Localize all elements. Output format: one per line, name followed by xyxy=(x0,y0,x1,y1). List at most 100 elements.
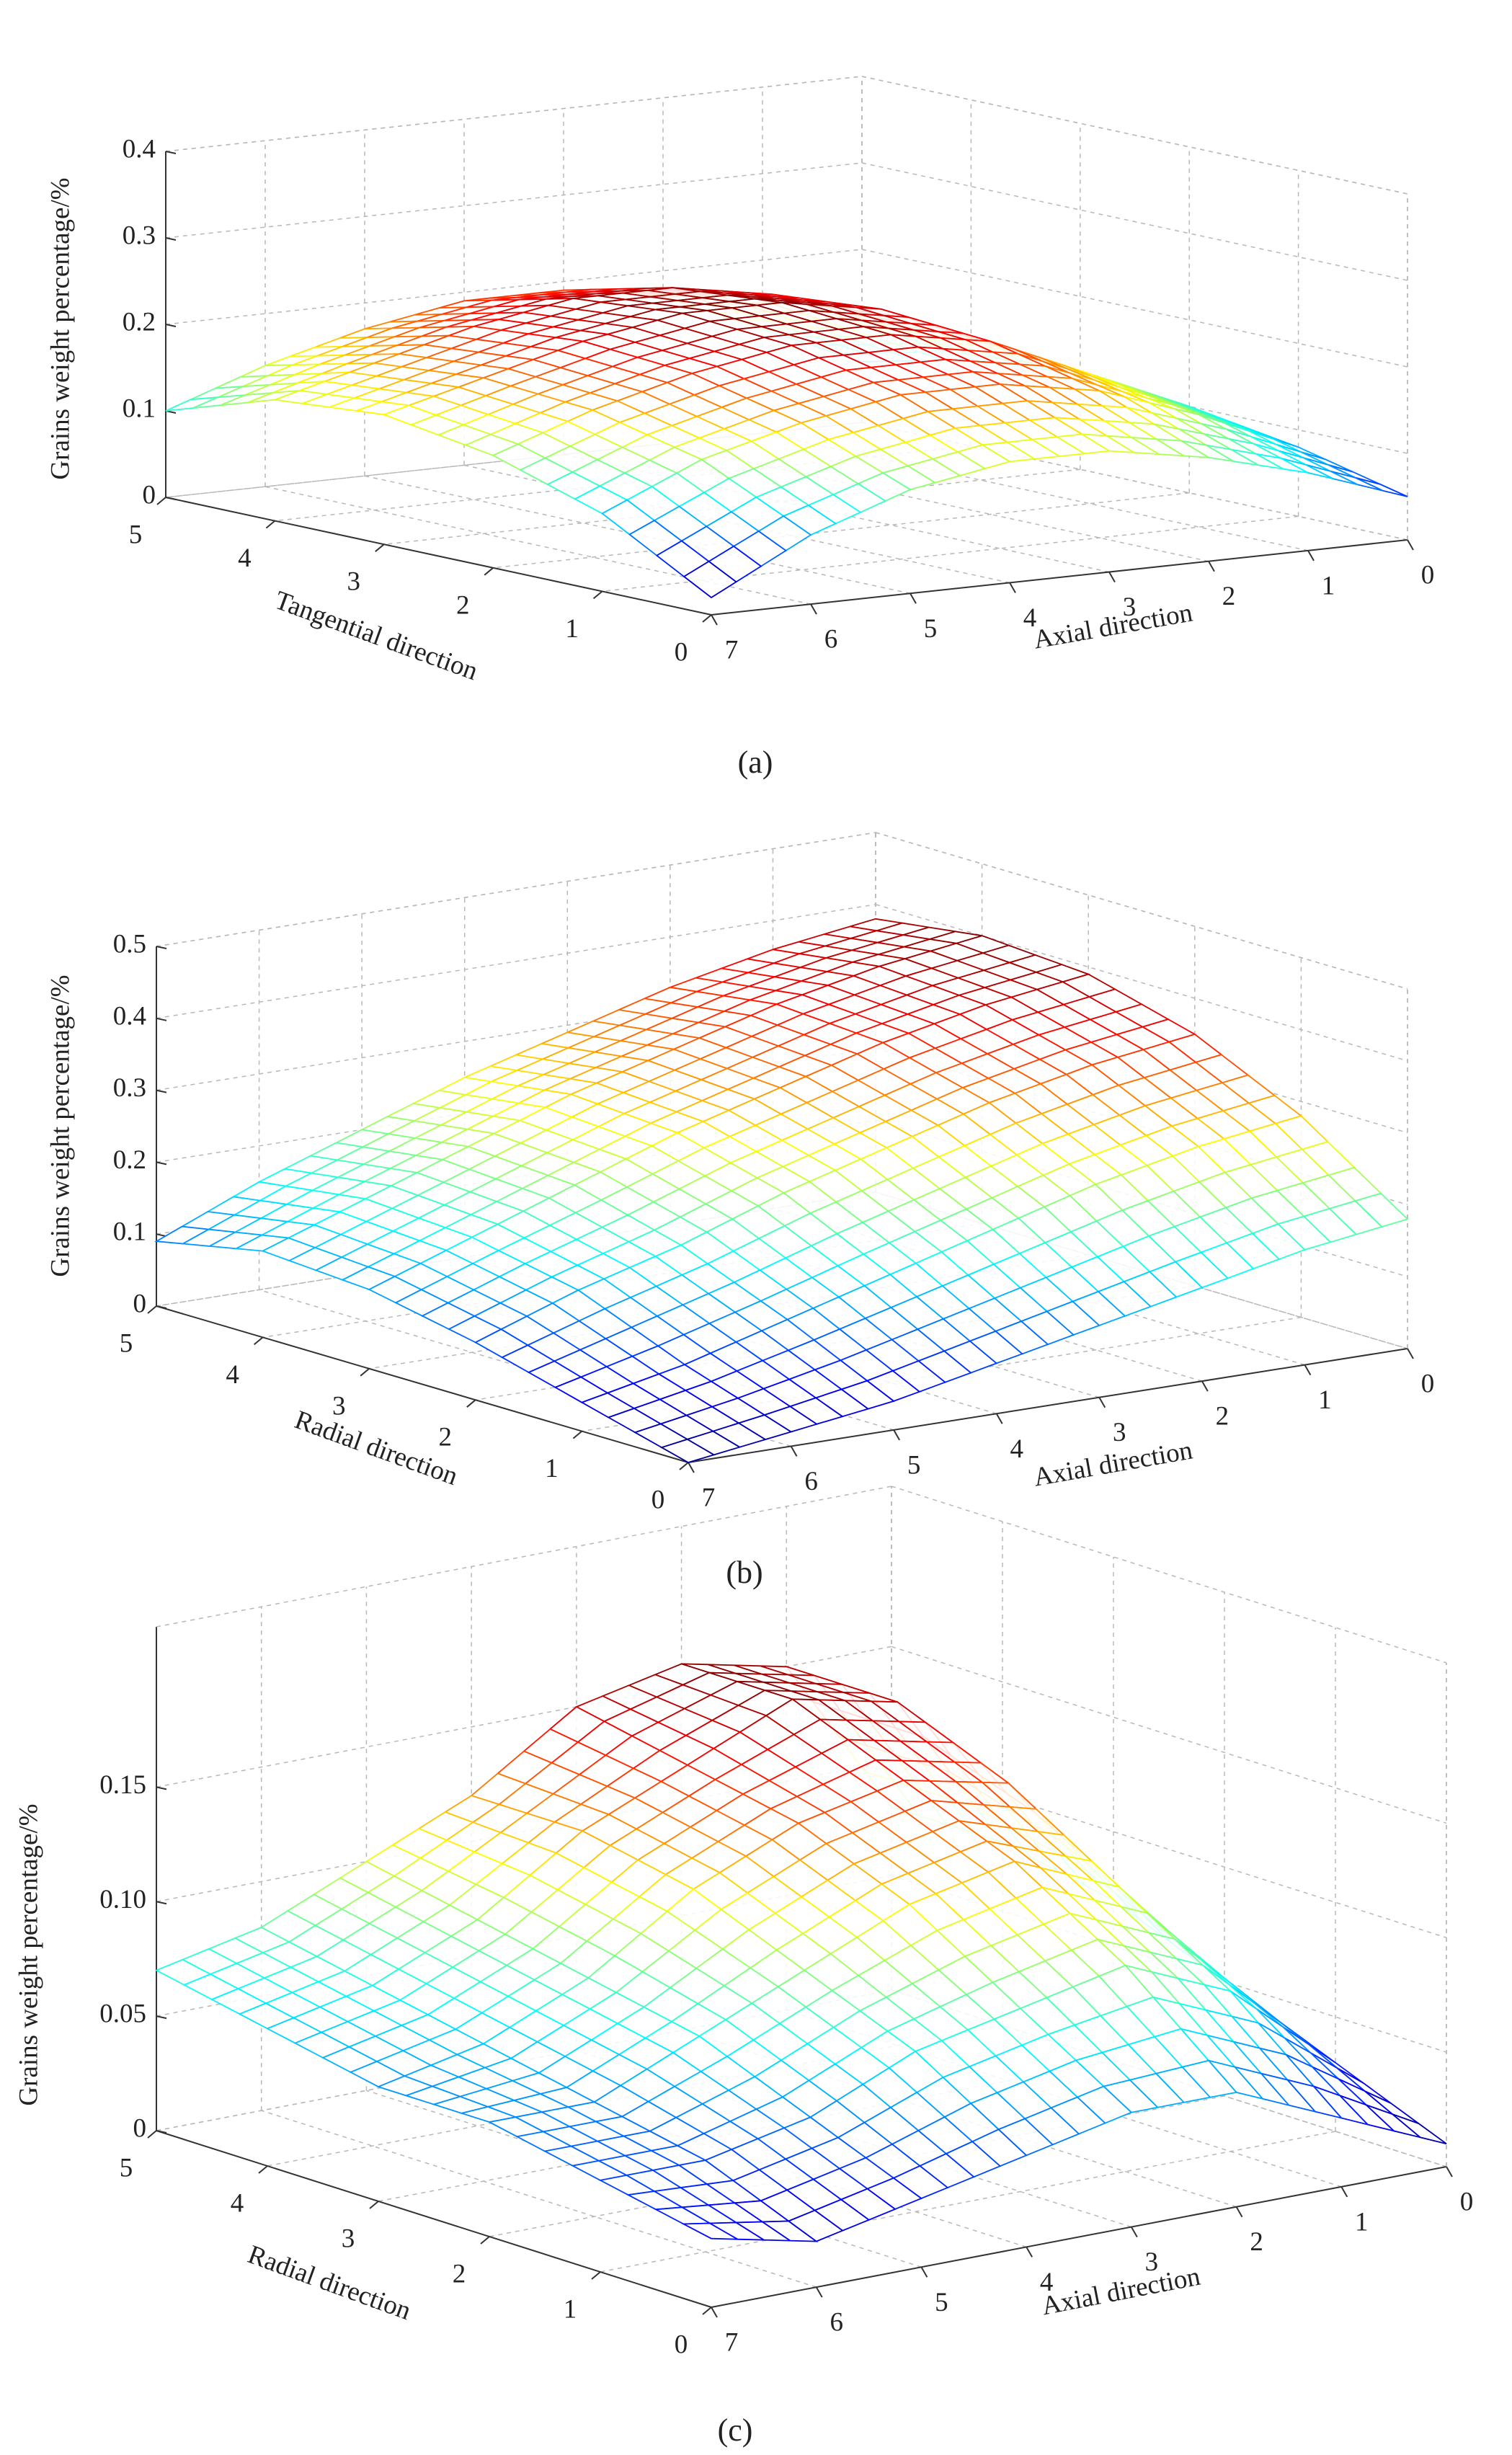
z-tick-label: 0.1 xyxy=(113,1217,146,1247)
grid-line xyxy=(156,904,876,1019)
z-axis-label: Grains weight percentage/% xyxy=(45,975,75,1277)
x-tick xyxy=(711,614,718,626)
z-tick xyxy=(165,324,177,327)
y-axis-label: Radial direction xyxy=(244,2239,415,2326)
y-tick-label: 0 xyxy=(675,2330,688,2359)
x-axis-label: Axial direction xyxy=(1031,598,1195,654)
x-tick xyxy=(1009,582,1016,593)
x-tick xyxy=(910,592,917,604)
z-tick xyxy=(165,497,177,500)
y-axis-label: Tangential direction xyxy=(271,585,482,686)
axis-edge xyxy=(165,497,712,616)
x-tick-label: 5 xyxy=(907,1450,921,1480)
y-tick xyxy=(253,1336,264,1346)
grid-line xyxy=(875,904,1408,1062)
y-tick xyxy=(375,543,385,552)
x-tick-label: 7 xyxy=(725,635,739,665)
y-tick-label: 5 xyxy=(120,2153,133,2183)
x-tick-label: 3 xyxy=(1123,592,1137,622)
grid-line xyxy=(366,2090,922,2268)
x-tick xyxy=(1130,2227,1138,2238)
x-tick xyxy=(1340,2186,1348,2198)
y-tick xyxy=(702,2307,712,2315)
x-tick-label: 2 xyxy=(1222,582,1236,611)
y-tick xyxy=(147,2130,157,2139)
x-axis-label: Axial direction xyxy=(1039,2262,1203,2322)
x-tick-label: 6 xyxy=(830,2308,843,2338)
x-tick xyxy=(688,1462,695,1473)
y-tick-label: 4 xyxy=(231,2188,244,2218)
axis-edge xyxy=(711,539,1408,616)
x-tick-label: 3 xyxy=(1113,1418,1126,1447)
y-tick-label: 2 xyxy=(453,2259,466,2288)
y-tick xyxy=(480,2236,490,2245)
x-tick xyxy=(1201,1380,1209,1392)
caption: (b) xyxy=(726,1555,762,1590)
axis-edge xyxy=(165,76,863,152)
z-tick-label: 0 xyxy=(133,2113,147,2143)
z-tick xyxy=(156,1161,167,1166)
x-tick xyxy=(1446,2166,1453,2177)
axis-edge xyxy=(156,1486,892,1628)
y-tick xyxy=(265,520,276,529)
z-tick xyxy=(156,1017,167,1021)
y-tick-label: 0 xyxy=(652,1485,665,1514)
z-tick xyxy=(156,1786,167,1790)
z-tick-label: 0.2 xyxy=(123,307,156,337)
x-tick-label: 0 xyxy=(1421,560,1435,590)
caption: (c) xyxy=(718,2412,753,2448)
y-tick xyxy=(572,1430,583,1439)
x-tick-label: 0 xyxy=(1421,1369,1435,1398)
y-tick-label: 5 xyxy=(129,520,143,549)
x-tick xyxy=(1108,572,1116,583)
grid-line xyxy=(861,422,1408,541)
y-tick-label: 1 xyxy=(565,614,579,644)
x-tick-label: 2 xyxy=(1250,2227,1263,2257)
grid-line xyxy=(861,249,1408,368)
y-tick-label: 4 xyxy=(226,1360,239,1390)
surface-cell xyxy=(1355,476,1408,497)
x-tick-label: 1 xyxy=(1355,2207,1369,2237)
axis-edge xyxy=(711,2166,1447,2308)
y-tick xyxy=(147,1305,157,1314)
y-tick-label: 0 xyxy=(675,637,688,667)
y-axis-label: Radial direction xyxy=(291,1405,462,1491)
y-tick xyxy=(592,590,603,600)
y-tick xyxy=(679,1462,689,1470)
z-tick-label: 0 xyxy=(133,1289,147,1318)
grid-line xyxy=(493,492,1190,569)
grid-line xyxy=(165,162,863,239)
z-tick-label: 0.5 xyxy=(113,929,146,959)
x-tick xyxy=(995,1413,1003,1424)
z-tick xyxy=(156,946,167,949)
x-tick xyxy=(1407,539,1414,551)
y-tick xyxy=(702,614,712,623)
x-tick-label: 3 xyxy=(1145,2247,1159,2277)
y-tick xyxy=(591,2271,601,2280)
axis-edge xyxy=(156,832,876,947)
x-tick-label: 4 xyxy=(1010,1434,1023,1464)
y-tick-label: 1 xyxy=(545,1454,559,1483)
z-tick-label: 0.05 xyxy=(99,1999,146,2029)
y-tick xyxy=(258,2165,268,2174)
grid-line xyxy=(861,162,1408,281)
grid-line xyxy=(600,2131,1336,2273)
z-tick-label: 0.4 xyxy=(123,134,156,164)
x-tick xyxy=(1235,2206,1243,2218)
x-tick xyxy=(920,2266,928,2278)
axis-edge xyxy=(688,1348,1408,1463)
x-tick xyxy=(1208,561,1215,572)
x-tick-label: 6 xyxy=(824,625,838,654)
surface-cell xyxy=(659,1438,716,1463)
x-tick-label: 2 xyxy=(1216,1402,1229,1431)
y-tick-label: 1 xyxy=(564,2294,577,2324)
x-tick-label: 5 xyxy=(935,2288,948,2317)
axis-edge xyxy=(156,1305,689,1463)
z-tick-label: 0.10 xyxy=(99,1885,146,1914)
y-tick xyxy=(156,497,166,505)
x-tick xyxy=(815,2286,823,2298)
x-tick-label: 4 xyxy=(1023,603,1037,633)
grid-line xyxy=(165,249,863,325)
x-tick xyxy=(711,2307,718,2318)
